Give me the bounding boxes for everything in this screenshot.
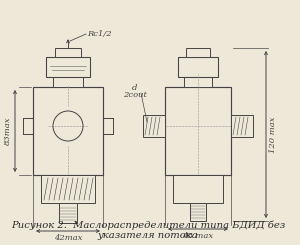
Bar [143, 115, 165, 137]
Bar [190, 203, 206, 221]
Text: указателя потока: указателя потока [98, 231, 198, 240]
Bar [33, 87, 103, 175]
Text: Rc1/2: Rc1/2 [87, 30, 112, 38]
Bar [178, 57, 218, 77]
Bar [41, 175, 95, 203]
Text: Рисунок 2.  Маслораспределители типа БДИД без: Рисунок 2. Маслораспределители типа БДИД… [11, 220, 285, 230]
Text: 83max: 83max [4, 117, 12, 145]
Bar [165, 87, 231, 175]
Bar [173, 175, 223, 203]
Bar [231, 115, 253, 137]
Text: 120 max: 120 max [269, 116, 277, 153]
Bar [55, 48, 81, 57]
Bar [46, 57, 90, 77]
Bar [59, 203, 77, 223]
Text: 42max: 42max [54, 234, 82, 242]
Bar [53, 77, 83, 87]
Text: d: d [132, 84, 138, 92]
Bar [186, 48, 210, 57]
Text: 2cout: 2cout [123, 91, 147, 99]
Bar [184, 77, 212, 87]
Text: 48 max: 48 max [182, 232, 214, 240]
